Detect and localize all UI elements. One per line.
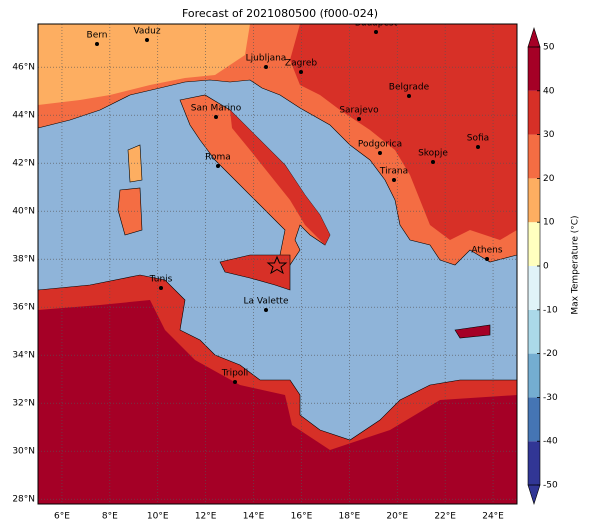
lon-tick-label: 24°E bbox=[482, 512, 504, 522]
city-label: Athens bbox=[471, 246, 502, 256]
colorbar-bin bbox=[528, 222, 540, 266]
city-label: Bern bbox=[87, 31, 108, 41]
colorbar-tick-label: 0 bbox=[543, 262, 549, 272]
city-label: Vaduz bbox=[133, 27, 160, 37]
city-label: Sarajevo bbox=[339, 106, 379, 116]
colorbar-bin bbox=[528, 134, 540, 179]
lon-tick-label: 14°E bbox=[243, 512, 265, 522]
lat-tick-label: 46°N bbox=[12, 63, 35, 73]
crete bbox=[454, 324, 491, 339]
city-label: Roma bbox=[205, 153, 231, 163]
city-marker bbox=[214, 115, 218, 119]
city-label: Ljubljana bbox=[246, 54, 287, 64]
lon-tick-label: 16°E bbox=[291, 512, 313, 522]
lat-tick-label: 40°N bbox=[12, 207, 35, 217]
colorbar-bin bbox=[528, 353, 540, 398]
city-label: Tirana bbox=[379, 167, 408, 177]
colorbar-tick-label: -30 bbox=[543, 393, 558, 403]
colorbar-bin bbox=[528, 397, 540, 442]
title: Forecast of 2021080500 (f000-024) bbox=[182, 7, 378, 20]
land-light bbox=[38, 24, 250, 105]
colorbar-tick-label: 10 bbox=[543, 218, 555, 228]
city-marker bbox=[374, 30, 378, 34]
city-marker bbox=[407, 94, 411, 98]
colorbar-bin bbox=[528, 441, 540, 485]
city-label: Tunis bbox=[149, 275, 173, 285]
colorbar-tick-label: 30 bbox=[543, 130, 555, 140]
colorbar-bin bbox=[528, 47, 540, 91]
lat-tick-label: 38°N bbox=[12, 255, 35, 265]
land-hot bbox=[290, 24, 517, 240]
lon-tick-label: 20°E bbox=[386, 512, 408, 522]
city-marker bbox=[392, 178, 396, 182]
colorbar-tick-label: 20 bbox=[543, 174, 555, 184]
colorbar-extend-top bbox=[527, 27, 541, 48]
lon-tick-label: 6°E bbox=[54, 512, 70, 522]
city-marker bbox=[476, 145, 480, 149]
map-frame bbox=[37, 23, 518, 505]
colorbar-tick-label: 40 bbox=[543, 86, 555, 96]
lon-tick-label: 12°E bbox=[195, 512, 217, 522]
city-label: San Marino bbox=[191, 104, 242, 114]
colorbar-tick-label: -50 bbox=[543, 481, 558, 491]
lat-tick-label: 34°N bbox=[12, 351, 35, 361]
city-label: Belgrade bbox=[389, 83, 430, 93]
city-marker bbox=[378, 151, 382, 155]
lon-tick-label: 10°E bbox=[147, 512, 169, 522]
city-marker bbox=[233, 380, 237, 384]
colorbar: -50 -40 -30 -20 -10 0 10 20 30 40 50 bbox=[527, 27, 558, 505]
city-label: La Valette bbox=[244, 297, 289, 307]
lon-tick-label: 18°E bbox=[339, 512, 361, 522]
lat-tick-label: 28°N bbox=[12, 495, 35, 505]
city-label: Sofia bbox=[467, 134, 489, 144]
colorbar-extend-bottom bbox=[527, 484, 541, 505]
lat-tick-label: 44°N bbox=[12, 111, 35, 121]
city-label: Budapest bbox=[355, 19, 398, 29]
city-marker bbox=[264, 308, 268, 312]
colorbar-label: Max Temperature (°C) bbox=[571, 215, 581, 314]
colorbar-tick-label: -10 bbox=[543, 305, 558, 315]
city-marker bbox=[357, 117, 361, 121]
colorbar-bin bbox=[528, 178, 540, 223]
lat-tick-label: 30°N bbox=[12, 447, 35, 457]
lat-tick-label: 42°N bbox=[12, 159, 35, 169]
colorbar-bin bbox=[528, 266, 540, 310]
city-label: Zagreb bbox=[285, 59, 317, 69]
colorbar-tick-label: -40 bbox=[543, 437, 558, 447]
city-marker bbox=[264, 65, 268, 69]
city-label: Skopje bbox=[418, 149, 448, 159]
city-label: Podgorica bbox=[358, 140, 402, 150]
colorbar-bin bbox=[528, 309, 540, 354]
city-marker bbox=[299, 70, 303, 74]
city-marker bbox=[216, 164, 220, 168]
sardinia bbox=[117, 187, 143, 236]
colorbar-tick-label: 50 bbox=[543, 43, 555, 53]
lon-tick-label: 22°E bbox=[434, 512, 456, 522]
city-marker bbox=[95, 42, 99, 46]
lat-tick-label: 32°N bbox=[12, 399, 35, 409]
city-marker bbox=[145, 38, 149, 42]
lon-tick-label: 8°E bbox=[102, 512, 118, 522]
lat-tick-label: 36°N bbox=[12, 303, 35, 313]
axes: 6°E 8°E 10°E 12°E 14°E 16°E 18°E 20°E 22°E 24°E 28… bbox=[12, 63, 504, 522]
star-marker bbox=[266, 255, 288, 275]
city-label: Tripoli bbox=[221, 369, 249, 379]
city-marker bbox=[431, 160, 435, 164]
colorbar-bin bbox=[528, 90, 540, 135]
sicily bbox=[219, 254, 291, 291]
graticule bbox=[38, 24, 517, 504]
colorbar-tick-label: -20 bbox=[543, 349, 558, 359]
city-marker bbox=[485, 257, 489, 261]
city-marker bbox=[159, 286, 163, 290]
